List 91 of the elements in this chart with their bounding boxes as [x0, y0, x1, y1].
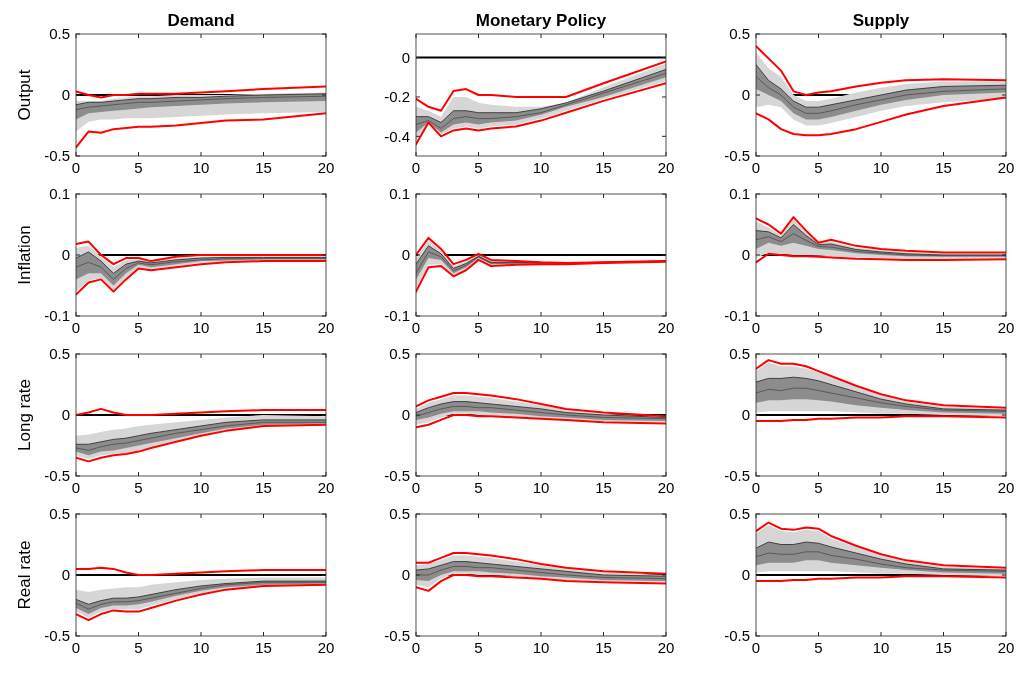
y-tick-label: -0.1 — [384, 307, 410, 325]
x-tick-label: 5 — [474, 159, 483, 176]
x-tick-label: 15 — [255, 479, 272, 496]
x-tick-label: 15 — [595, 639, 612, 656]
y-tick-label: 0.5 — [729, 25, 750, 43]
y-tick-label: 0.1 — [729, 185, 750, 203]
y-tick-label: 0.5 — [49, 505, 70, 523]
y-tick-label: 0 — [401, 246, 410, 264]
chart-title: Monetary Policy — [475, 11, 607, 30]
x-tick-label: 5 — [134, 479, 143, 496]
y-tick-label: -0.5 — [44, 627, 70, 645]
y-tick-label: 0.5 — [49, 25, 70, 43]
x-tick-label: 20 — [657, 319, 675, 336]
x-tick-label: 15 — [255, 319, 272, 336]
y-tick-label: 0 — [401, 48, 410, 66]
y-tick-label: -0.5 — [724, 467, 750, 485]
y-tick-label: 0 — [741, 86, 750, 104]
x-tick-label: 5 — [474, 319, 483, 336]
x-tick-label: 20 — [997, 639, 1015, 656]
y-tick-label: 0 — [61, 566, 70, 584]
x-tick-label: 10 — [192, 159, 210, 176]
y-tick-label: -0.2 — [384, 88, 410, 106]
y-tick-label: 0.5 — [389, 505, 410, 523]
x-tick-label: 20 — [317, 159, 335, 176]
x-tick-label: 5 — [814, 319, 823, 336]
y-tick-label: 0 — [61, 246, 70, 264]
y-axis-title: Output — [15, 69, 34, 121]
x-tick-label: 15 — [595, 479, 612, 496]
x-tick-label: 5 — [814, 159, 823, 176]
y-tick-label: -0.5 — [384, 467, 410, 485]
y-tick-label: -0.5 — [44, 467, 70, 485]
y-tick-label: -0.1 — [44, 307, 70, 325]
x-tick-label: 20 — [657, 159, 675, 176]
x-tick-label: 15 — [935, 159, 952, 176]
y-tick-label: -0.5 — [724, 627, 750, 645]
x-tick-label: 15 — [595, 159, 612, 176]
y-tick-label: 0 — [61, 406, 70, 424]
y-tick-label: 0.5 — [49, 345, 70, 363]
x-tick-label: 20 — [317, 479, 335, 496]
y-axis-title: Inflation — [15, 225, 34, 285]
x-tick-label: 5 — [474, 639, 483, 656]
x-tick-label: 10 — [532, 479, 550, 496]
x-tick-label: 10 — [532, 639, 550, 656]
x-tick-label: 5 — [474, 479, 483, 496]
y-tick-label: -0.1 — [724, 307, 750, 325]
x-tick-label: 10 — [192, 479, 210, 496]
x-tick-label: 10 — [872, 639, 890, 656]
x-tick-label: 15 — [255, 639, 272, 656]
y-tick-label: -0.4 — [384, 127, 410, 145]
y-tick-label: -0.5 — [44, 147, 70, 165]
x-tick-label: 10 — [532, 319, 550, 336]
y-tick-label: 0.1 — [389, 185, 410, 203]
y-tick-label: -0.5 — [384, 627, 410, 645]
x-tick-label: 10 — [872, 479, 890, 496]
x-tick-label: 10 — [532, 159, 550, 176]
x-tick-label: 5 — [134, 639, 143, 656]
y-tick-label: 0.5 — [729, 505, 750, 523]
x-tick-label: 20 — [317, 639, 335, 656]
x-tick-label: 10 — [872, 159, 890, 176]
y-tick-label: 0 — [401, 406, 410, 424]
y-tick-label: 0 — [741, 566, 750, 584]
y-tick-label: 0 — [741, 406, 750, 424]
x-tick-label: 15 — [935, 639, 952, 656]
x-tick-label: 20 — [657, 479, 675, 496]
chart-title: Demand — [167, 11, 235, 30]
y-tick-label: 0.5 — [389, 345, 410, 363]
x-tick-label: 10 — [192, 639, 210, 656]
x-tick-label: 5 — [134, 159, 143, 176]
x-tick-label: 10 — [872, 319, 890, 336]
x-tick-label: 20 — [997, 319, 1015, 336]
x-tick-label: 5 — [814, 479, 823, 496]
chart-title: Supply — [852, 11, 910, 30]
x-tick-label: 5 — [134, 319, 143, 336]
x-tick-label: 20 — [657, 639, 675, 656]
y-tick-label: 0.5 — [729, 345, 750, 363]
x-tick-label: 15 — [935, 479, 952, 496]
y-axis-title: Long rate — [15, 379, 34, 451]
y-axis-title: Real rate — [15, 540, 34, 610]
x-tick-label: 15 — [935, 319, 952, 336]
y-tick-label: -0.5 — [724, 147, 750, 165]
y-tick-label: 0 — [741, 246, 750, 264]
x-tick-label: 20 — [317, 319, 335, 336]
x-tick-label: 10 — [192, 319, 210, 336]
x-tick-label: 15 — [595, 319, 612, 336]
x-tick-label: 15 — [255, 159, 272, 176]
y-tick-label: 0.1 — [49, 185, 70, 203]
x-tick-label: 20 — [997, 159, 1015, 176]
y-tick-label: 0 — [61, 86, 70, 104]
y-tick-label: 0 — [401, 566, 410, 584]
x-tick-label: 5 — [814, 639, 823, 656]
x-tick-label: 20 — [997, 479, 1015, 496]
